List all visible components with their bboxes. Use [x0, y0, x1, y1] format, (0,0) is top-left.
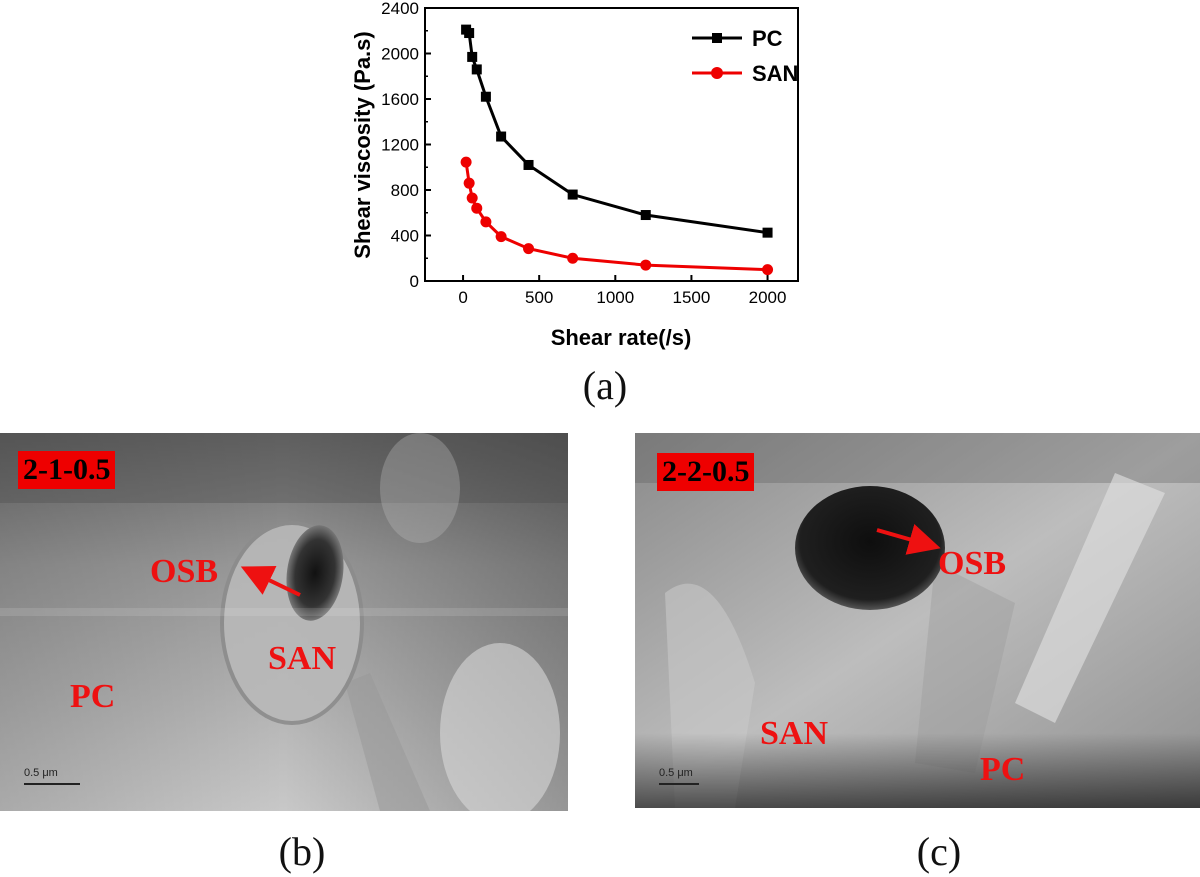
sample-tag-c: 2-2-0.5	[657, 453, 755, 491]
y-axis-label: Shear viscosity (Pa.s)	[350, 31, 375, 258]
caption-c: (c)	[916, 829, 962, 874]
data-point-pc	[467, 51, 478, 62]
x-tick-label: 500	[525, 288, 553, 307]
data-point-san	[523, 243, 535, 255]
micrograph-c-image	[635, 433, 1200, 808]
y-tick-label: 0	[410, 272, 419, 291]
series-line-san	[464, 161, 768, 272]
caption-b: (b)	[278, 829, 326, 874]
y-tick-label: 400	[391, 227, 419, 246]
shear-viscosity-chart: 0 500 1000 1500 200004008001200160020002400 …	[350, 0, 799, 350]
legend-san-marker	[711, 67, 723, 79]
series-line-pc	[464, 28, 768, 235]
label-pc-c: PC	[980, 751, 1026, 788]
x-tick-label: 1500	[673, 288, 711, 307]
data-point-pc	[523, 159, 534, 170]
arrow-c	[876, 524, 941, 555]
y-tick-label: 2000	[381, 45, 419, 64]
scale-bar-c	[659, 783, 699, 785]
legend-pc-label: PC	[752, 26, 783, 51]
label-osb-b: OSB	[150, 553, 219, 590]
x-tick-label: 2000	[749, 288, 787, 307]
x-tick-label: 0	[458, 288, 467, 307]
data-point-san	[471, 202, 483, 214]
y-tick-label: 800	[391, 181, 419, 200]
data-point-san	[460, 156, 472, 168]
y-tick-label: 1200	[381, 136, 419, 155]
x-axis-label: Shear rate(/s)	[551, 325, 692, 350]
data-point-pc	[471, 64, 482, 75]
scale-text-c: 0.5 μm	[659, 767, 693, 779]
label-pc-b: PC	[70, 678, 116, 715]
plot-frame	[424, 7, 799, 282]
data-point-san	[466, 192, 478, 204]
data-point-pc	[640, 210, 651, 221]
data-point-pc	[762, 227, 773, 238]
data-point-pc	[480, 91, 491, 102]
data-point-san	[762, 264, 774, 276]
x-tick-label: 1000	[596, 288, 634, 307]
label-san-c: SAN	[760, 715, 829, 752]
y-tick-label: 1600	[381, 90, 419, 109]
scale-bar-b	[24, 783, 80, 785]
sample-tag-b: 2-1-0.5	[18, 451, 116, 489]
legend: PC SAN	[692, 26, 798, 86]
data-point-san	[480, 216, 492, 228]
legend-pc-marker	[712, 33, 722, 43]
data-point-san	[567, 252, 579, 264]
data-point-pc	[496, 131, 507, 142]
micrograph-b-image	[0, 433, 568, 811]
data-point-pc	[567, 189, 578, 200]
caption-a: (a)	[582, 363, 628, 408]
data-point-san	[463, 177, 475, 189]
data-point-pc	[464, 28, 475, 39]
legend-san-label: SAN	[752, 61, 798, 86]
data-point-san	[640, 259, 652, 271]
arrow-b	[240, 565, 301, 597]
y-tick-label: 2400	[381, 0, 419, 18]
data-point-san	[495, 231, 507, 243]
label-osb-c: OSB	[938, 545, 1007, 582]
scale-text-b: 0.5 μm	[24, 767, 58, 779]
micrograph-b: 2-1-0.5 OSB SAN PC 0.5 μm	[0, 433, 568, 811]
micrograph-c: 2-2-0.5 OSB SAN PC 0.5 μm	[635, 433, 1200, 808]
label-san-b: SAN	[268, 640, 337, 677]
